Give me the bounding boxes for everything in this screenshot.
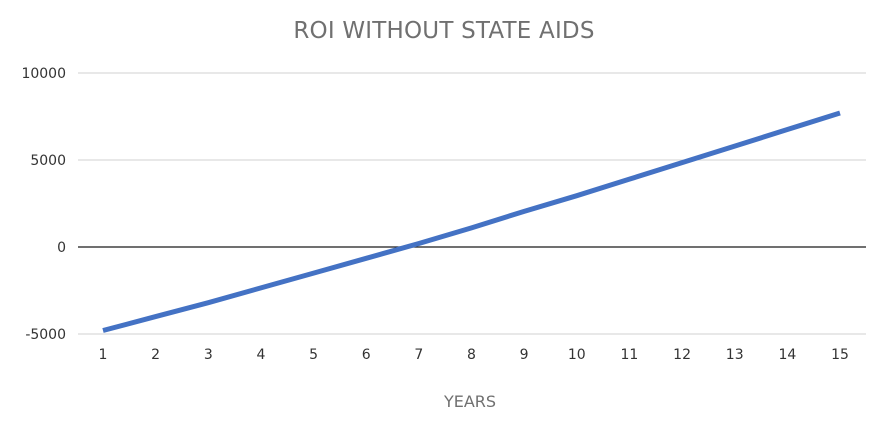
x-tick-label: 7: [414, 347, 423, 363]
y-tick-label: 10000: [21, 66, 66, 82]
x-tick-label: 4: [256, 347, 265, 363]
x-tick-label: 8: [467, 347, 476, 363]
x-tick-label: 13: [726, 347, 744, 363]
chart-title: ROI WITHOUT STATE AIDS: [293, 18, 595, 44]
y-tick-label: -5000: [25, 327, 66, 343]
x-tick-label: 12: [673, 347, 691, 363]
x-tick-label: 15: [831, 347, 849, 363]
gridlines: [78, 72, 866, 335]
x-tick-label: 11: [621, 347, 639, 363]
y-axis-tick-labels: 10000 5000 0 -5000: [21, 66, 66, 343]
series-line: [102, 110, 841, 333]
x-tick-label: 1: [99, 347, 108, 363]
y-tick-label: 0: [57, 240, 66, 256]
y-tick-label: 5000: [30, 153, 66, 169]
x-tick-label: 10: [568, 347, 586, 363]
x-tick-label: 14: [778, 347, 796, 363]
x-tick-label: 5: [309, 347, 318, 363]
x-tick-label: 9: [520, 347, 529, 363]
x-tick-label: 6: [362, 347, 371, 363]
x-axis-tick-labels: 1 2 3 4 5 6 7 8 9 10 11 12 13 14 15: [99, 347, 849, 363]
x-tick-label: 3: [204, 347, 213, 363]
x-tick-label: 2: [151, 347, 160, 363]
series-lines: [102, 110, 841, 333]
x-axis-label: YEARS: [443, 392, 497, 411]
